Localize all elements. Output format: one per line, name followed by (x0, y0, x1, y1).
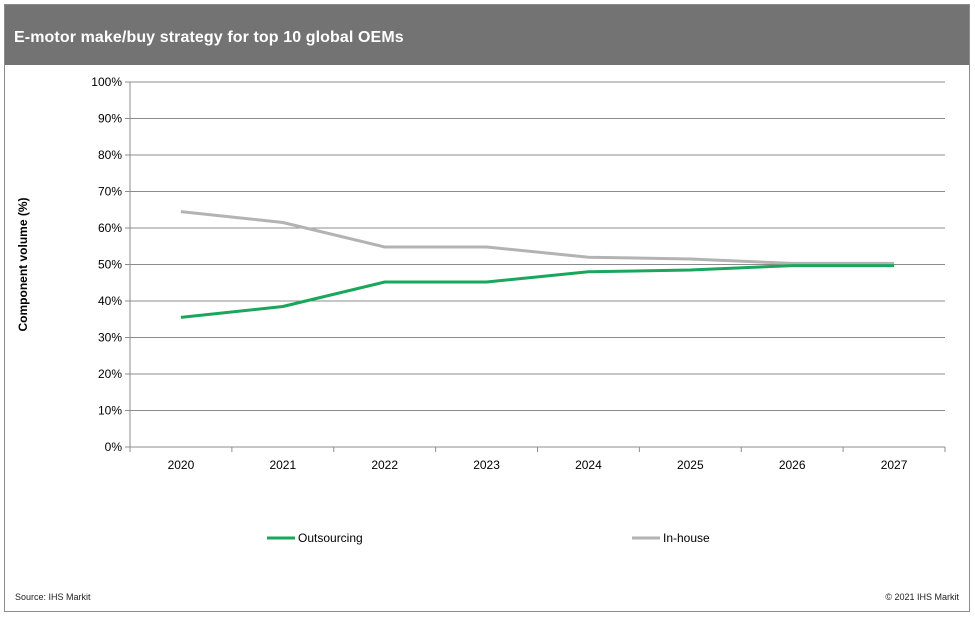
copyright-note: © 2021 IHS Markit (885, 592, 959, 602)
series-line-in-house (180, 210, 895, 265)
series-line-outsourcing (180, 264, 895, 319)
legend-label-outsourcing: Outsourcing (298, 531, 363, 545)
line-chart: 0% 10% 20% 30% 40% 50% 60% 70% 80% 90% 100% 2020 202… (16, 75, 946, 545)
y-tick-label: 60% (98, 221, 122, 235)
y-tick-label: 50% (98, 258, 122, 272)
x-tick-label: 2027 (881, 458, 908, 472)
x-tick-label: 2020 (168, 458, 195, 472)
y-tick-label: 80% (98, 148, 122, 162)
chart-header: E-motor make/buy strategy for top 10 glo… (5, 5, 969, 65)
x-tick-label: 2021 (269, 458, 296, 472)
y-axis-title: Component volume (%) (16, 197, 30, 331)
chart-frame: E-motor make/buy strategy for top 10 glo… (4, 4, 970, 612)
y-tick-label: 70% (98, 185, 122, 199)
y-tick-label: 20% (98, 367, 122, 381)
y-tick-label: 100% (91, 75, 122, 89)
x-tick-label: 2023 (473, 458, 500, 472)
source-note: Source: IHS Markit (15, 592, 91, 602)
y-tick-label: 40% (98, 294, 122, 308)
x-tick-label: 2026 (779, 458, 806, 472)
x-tick-label: 2024 (575, 458, 602, 472)
x-tick-label: 2022 (371, 458, 398, 472)
x-tick-label: 2025 (677, 458, 704, 472)
y-tick-label: 10% (98, 404, 122, 418)
y-tick-label: 30% (98, 331, 122, 345)
legend-label-in-house: In-house (663, 531, 710, 545)
y-tick-label: 90% (98, 112, 122, 126)
y-tick-label: 0% (105, 440, 123, 454)
chart-title: E-motor make/buy strategy for top 10 glo… (14, 29, 404, 46)
